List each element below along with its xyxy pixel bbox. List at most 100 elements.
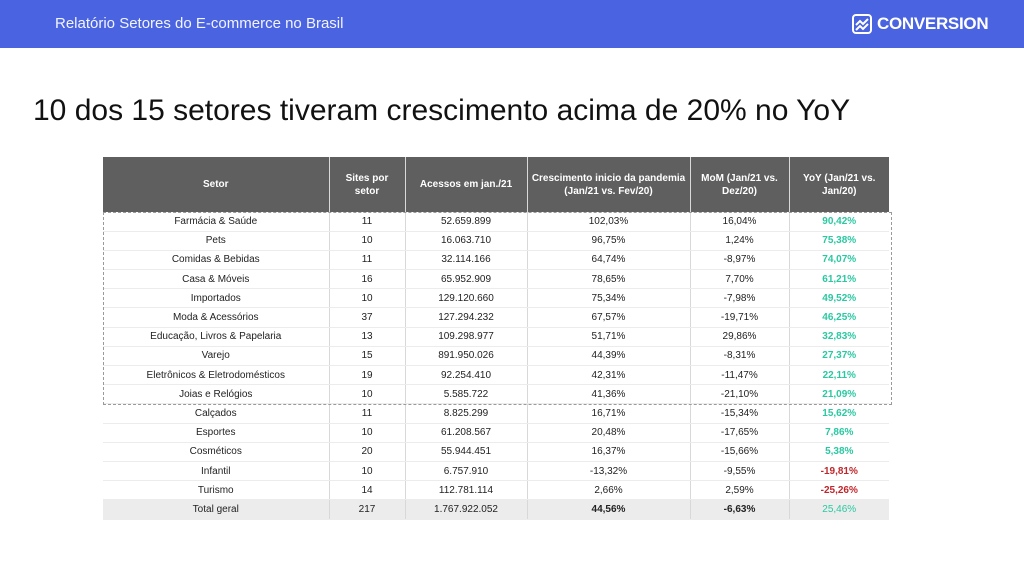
table-row: Cosméticos 20 55.944.451 16,37% -15,66% 5,38% [103, 442, 889, 462]
cell-accesses: 65.952.909 [405, 269, 528, 290]
table-header-row: Setor Sites por setor Acessos em jan./21… [103, 157, 889, 212]
cell-pandemic-growth: 41,36% [527, 384, 691, 405]
cell-accesses: 92.254.410 [405, 365, 528, 386]
cell-sites: 11 [329, 403, 406, 424]
cell-sites: 37 [329, 307, 406, 328]
cell-sector: Calçados [103, 403, 330, 424]
table-row: Pets 10 16.063.710 96,75% 1,24% 75,38% [103, 231, 889, 251]
cell-pandemic-growth: 64,74% [527, 250, 691, 271]
cell-accesses: 52.659.899 [405, 212, 528, 232]
total-cell-sector: Total geral [103, 499, 330, 520]
table-row: Calçados 11 8.825.299 16,71% -15,34% 15,62% [103, 403, 889, 424]
cell-sites: 13 [329, 327, 406, 347]
column-header-pandemic-growth: Crescimento inicio da pandemia (Jan/21 v… [527, 157, 691, 212]
brand-logo: CONVERSION [852, 12, 989, 36]
table-row: Farmácia & Saúde 11 52.659.899 102,03% 16,04… [103, 212, 889, 232]
table-row: Turismo 14 112.781.114 2,66% 2,59% -25,26% [103, 480, 889, 501]
cell-sector: Cosméticos [103, 442, 330, 462]
cell-sites: 10 [329, 384, 406, 405]
cell-accesses: 129.120.660 [405, 288, 528, 309]
cell-sites: 11 [329, 212, 406, 232]
cell-accesses: 32.114.166 [405, 250, 528, 271]
cell-yoy: 90,42% [789, 212, 889, 232]
column-header-sector: Setor [103, 157, 330, 212]
cell-pandemic-growth: 44,39% [527, 346, 691, 367]
report-subtitle: Relatório Setores do E-commerce no Brasi… [55, 15, 344, 32]
cell-accesses: 112.781.114 [405, 480, 528, 501]
cell-sector: Importados [103, 288, 330, 309]
cell-sites: 10 [329, 288, 406, 309]
cell-sector: Infantil [103, 461, 330, 482]
cell-sector: Farmácia & Saúde [103, 212, 330, 232]
cell-yoy: 15,62% [789, 403, 889, 424]
total-cell-accesses: 1.767.922.052 [405, 499, 528, 520]
cell-sector: Comidas & Bebidas [103, 250, 330, 271]
conversion-logo-icon [852, 14, 872, 34]
table-row: Importados 10 129.120.660 75,34% -7,98% 49,52… [103, 288, 889, 309]
cell-yoy: -19,81% [789, 461, 889, 482]
cell-mom: -17,65% [690, 423, 790, 443]
cell-accesses: 109.298.977 [405, 327, 528, 347]
cell-yoy: -25,26% [789, 480, 889, 501]
cell-mom: 29,86% [690, 327, 790, 347]
cell-sites: 10 [329, 461, 406, 482]
top-bar: Relatório Setores do E-commerce no Brasi… [0, 0, 1024, 48]
cell-yoy: 49,52% [789, 288, 889, 309]
sector-table-container: Setor Sites por setor Acessos em jan./21… [103, 157, 889, 520]
cell-accesses: 16.063.710 [405, 231, 528, 251]
total-cell-sites: 217 [329, 499, 406, 520]
cell-sector: Casa & Móveis [103, 269, 330, 290]
table-row: Varejo 15 891.950.026 44,39% -8,31% 27,37% [103, 346, 889, 367]
column-header-yoy: YoY (Jan/21 vs. Jan/20) [789, 157, 889, 212]
cell-yoy: 46,25% [789, 307, 889, 328]
cell-pandemic-growth: 51,71% [527, 327, 691, 347]
column-header-mom: MoM (Jan/21 vs. Dez/20) [690, 157, 790, 212]
cell-sites: 15 [329, 346, 406, 367]
total-cell-mom: -6,63% [690, 499, 790, 520]
table-row: Educação, Livros & Papelaria 13 109.298.97… [103, 327, 889, 347]
cell-yoy: 27,37% [789, 346, 889, 367]
cell-sector: Eletrônicos & Eletrodomésticos [103, 365, 330, 386]
cell-accesses: 61.208.567 [405, 423, 528, 443]
cell-sites: 16 [329, 269, 406, 290]
cell-sector: Educação, Livros & Papelaria [103, 327, 330, 347]
cell-mom: 1,24% [690, 231, 790, 251]
cell-sector: Varejo [103, 346, 330, 367]
table-row: Esportes 10 61.208.567 20,48% -17,65% 7,86% [103, 423, 889, 443]
cell-sites: 11 [329, 250, 406, 271]
cell-sector: Turismo [103, 480, 330, 501]
cell-pandemic-growth: 16,71% [527, 403, 691, 424]
cell-yoy: 75,38% [789, 231, 889, 251]
cell-accesses: 5.585.722 [405, 384, 528, 405]
cell-sector: Moda & Acessórios [103, 307, 330, 328]
cell-pandemic-growth: -13,32% [527, 461, 691, 482]
table-row: Comidas & Bebidas 11 32.114.166 64,74% -8,97… [103, 250, 889, 271]
cell-yoy: 61,21% [789, 269, 889, 290]
cell-yoy: 5,38% [789, 442, 889, 462]
cell-mom: -8,97% [690, 250, 790, 271]
table-row: Joias e Relógios 10 5.585.722 41,36% -21,10%… [103, 384, 889, 405]
cell-mom: -15,34% [690, 403, 790, 424]
cell-yoy: 21,09% [789, 384, 889, 405]
column-header-accesses: Acessos em jan./21 [405, 157, 528, 212]
cell-pandemic-growth: 20,48% [527, 423, 691, 443]
cell-yoy: 22,11% [789, 365, 889, 386]
table-row: Infantil 10 6.757.910 -13,32% -9,55% -19,81% [103, 461, 889, 482]
cell-pandemic-growth: 96,75% [527, 231, 691, 251]
cell-mom: 7,70% [690, 269, 790, 290]
cell-pandemic-growth: 16,37% [527, 442, 691, 462]
cell-mom: -11,47% [690, 365, 790, 386]
cell-sites: 19 [329, 365, 406, 386]
table-total-row: Total geral 217 1.767.922.052 44,56% -6,63% 2… [103, 499, 889, 520]
table-row: Moda & Acessórios 37 127.294.232 67,57% -19,… [103, 307, 889, 328]
cell-pandemic-growth: 2,66% [527, 480, 691, 501]
cell-pandemic-growth: 102,03% [527, 212, 691, 232]
cell-mom: 16,04% [690, 212, 790, 232]
cell-mom: -9,55% [690, 461, 790, 482]
cell-accesses: 55.944.451 [405, 442, 528, 462]
cell-mom: -21,10% [690, 384, 790, 405]
column-header-sites: Sites por setor [329, 157, 406, 212]
cell-pandemic-growth: 42,31% [527, 365, 691, 386]
cell-accesses: 891.950.026 [405, 346, 528, 367]
total-cell-yoy: 25,46% [789, 499, 889, 520]
